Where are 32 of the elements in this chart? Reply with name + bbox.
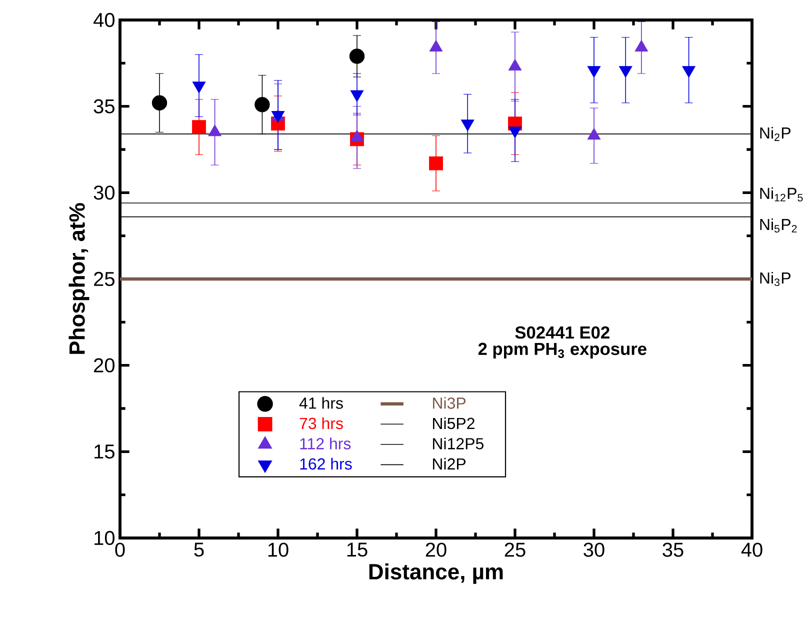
legend-label: 73 hrs — [300, 417, 343, 430]
y-tick-label: 25 — [94, 272, 114, 286]
legend-label: Ni5P2 — [433, 417, 474, 430]
legend-label: 162 hrs — [300, 458, 352, 470]
y-tick-label: 35 — [94, 99, 114, 114]
legend-label: Ni3P — [433, 397, 466, 409]
x-tick-label: 0 — [115, 542, 125, 557]
x-tick-label: 30 — [584, 542, 604, 557]
x-tick-label: 40 — [741, 542, 762, 557]
x-axis-title: Distance, µm — [369, 563, 503, 584]
x-tick-label: 20 — [426, 542, 446, 557]
y-axis-title: Phosphor, at% — [68, 203, 90, 354]
x-tick-label: 5 — [194, 542, 204, 557]
annotation: 2 ppm PH$_{3}$ exposure — [478, 342, 646, 358]
x-tick-label: 25 — [504, 542, 526, 557]
y-tick-label: 20 — [94, 358, 114, 372]
text: Ni$_{3}$P — [760, 272, 790, 286]
y-tick-label: 40 — [94, 12, 114, 28]
text: Ni$_{2}$P — [760, 126, 790, 141]
legend-label: 112 hrs — [300, 438, 351, 450]
legend-label: 41 hrs — [299, 397, 343, 409]
x-tick-label: 35 — [662, 542, 684, 557]
y-tick-label: 15 — [94, 444, 114, 459]
x-tick-label: 10 — [268, 542, 288, 557]
text: Ni$_{12}$P$_{5}$ — [760, 187, 803, 202]
x-tick-label: 15 — [347, 542, 368, 557]
y-tick-label: 30 — [94, 186, 114, 200]
legend-label: Ni2P — [433, 458, 466, 470]
annotation: S02441 E02 — [515, 326, 610, 339]
legend-label: Ni12P5 — [433, 438, 484, 450]
y-tick-label: 10 — [94, 530, 114, 546]
text: Ni$_{5}$P$_{2}$ — [760, 218, 797, 233]
